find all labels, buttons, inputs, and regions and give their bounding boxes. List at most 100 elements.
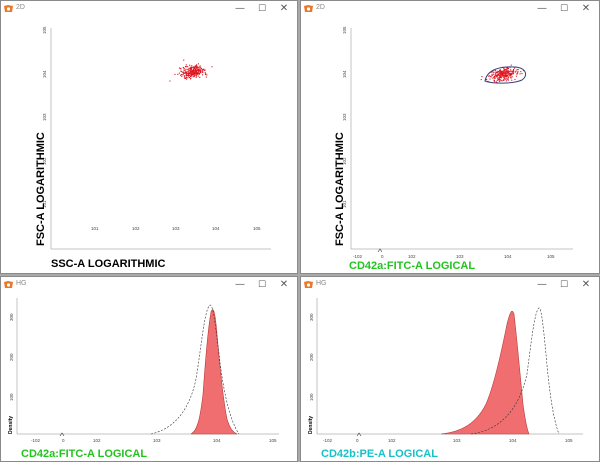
event-dot — [505, 70, 507, 72]
close-button[interactable]: ✕ — [279, 279, 289, 290]
event-dot — [489, 78, 491, 80]
event-dot — [505, 74, 507, 76]
event-dot — [517, 69, 519, 71]
maximize-button[interactable]: ☐ — [257, 280, 267, 290]
event-dot — [188, 74, 190, 76]
event-dot — [180, 67, 182, 69]
x-tick-labels: -102 0 102 103 104 105 — [31, 438, 277, 443]
event-dot — [508, 72, 510, 74]
plot-window-ssc-fsc[interactable]: 2D — ☐ ✕ 105 104 103 102 101 101 102 103… — [0, 0, 298, 274]
histogram-area[interactable]: 300 200 100 Density -102 0 102 103 104 1… — [301, 294, 599, 462]
event-dot — [497, 77, 499, 79]
event-dot — [192, 71, 194, 73]
histogram-window-cd42b[interactable]: HG — ☐ ✕ 300 200 100 Density -102 0 102 … — [300, 276, 600, 462]
title-bar[interactable]: HG — ☐ ✕ — [1, 277, 297, 294]
y-tick-labels: 300 200 100 — [9, 313, 14, 401]
event-dot — [187, 75, 189, 77]
event-dot — [495, 72, 497, 74]
x-tick-label: 105 — [565, 438, 573, 443]
zero-marker — [377, 248, 383, 253]
event-dot — [200, 67, 202, 69]
event-dot — [491, 73, 493, 75]
event-dot — [192, 70, 194, 72]
event-dot — [190, 70, 192, 72]
event-dot — [515, 75, 517, 77]
event-dot — [492, 77, 494, 79]
maximize-button[interactable]: ☐ — [559, 280, 569, 290]
x-tick-label: 105 — [547, 254, 555, 259]
event-dot — [501, 75, 503, 77]
event-dot — [495, 76, 497, 78]
minimize-button[interactable]: — — [537, 279, 547, 290]
title-bar[interactable]: 2D — ☐ ✕ — [301, 1, 599, 18]
x-tick-label: 0 — [62, 438, 65, 443]
x-tick-label: 0 — [356, 438, 359, 443]
event-dot — [501, 74, 503, 76]
histogram-area[interactable]: 300 200 100 Density -102 0 102 103 104 1… — [1, 294, 297, 462]
close-button[interactable]: ✕ — [581, 279, 591, 290]
y-axis-label: Density — [308, 416, 314, 434]
close-button[interactable]: ✕ — [279, 3, 289, 14]
event-dot — [500, 73, 502, 75]
event-dot — [195, 69, 197, 71]
close-button[interactable]: ✕ — [581, 3, 591, 14]
gate-outline[interactable] — [484, 66, 527, 84]
event-dot — [494, 70, 496, 72]
event-dot — [499, 69, 501, 71]
event-dot — [191, 70, 193, 72]
event-dot — [178, 67, 180, 69]
event-dot — [491, 71, 493, 73]
title-bar[interactable]: HG — ☐ ✕ — [301, 277, 599, 294]
event-dot — [505, 76, 507, 78]
title-bar[interactable]: 2D — ☐ ✕ — [1, 1, 297, 18]
event-dot — [183, 67, 185, 69]
minimize-button[interactable]: — — [235, 3, 245, 14]
event-dot — [505, 71, 507, 73]
minimize-button[interactable]: — — [537, 3, 547, 14]
event-dot — [480, 79, 482, 81]
y-tick-labels: 105 104 103 102 101 — [42, 26, 47, 208]
event-dot — [199, 71, 201, 73]
y-axis-label: Density — [8, 416, 14, 434]
event-dot — [191, 69, 193, 71]
event-dot — [515, 70, 517, 72]
event-dot — [182, 66, 184, 68]
plot-window-cd42a-fsc[interactable]: 2D — ☐ ✕ 105 104 103 102 101 -102 0 102 … — [300, 0, 600, 274]
minimize-button[interactable]: — — [235, 279, 245, 290]
event-dot — [199, 65, 201, 67]
x-tick-label: 104 — [213, 438, 221, 443]
event-dot — [492, 71, 494, 73]
event-dot — [198, 71, 200, 73]
y-tick-label: 103 — [42, 113, 47, 121]
y-tick-label: 104 — [42, 70, 47, 78]
event-dot — [200, 70, 202, 72]
event-dot — [192, 72, 194, 74]
event-dot — [182, 71, 184, 73]
event-dot — [495, 81, 497, 83]
event-dot — [183, 72, 185, 74]
dot-plot-area[interactable]: 105 104 103 102 101 101 102 103 104 105 … — [1, 18, 297, 273]
event-dot — [501, 72, 503, 74]
event-dot — [184, 70, 186, 72]
y-tick-label: 100 — [9, 393, 14, 401]
event-dot — [190, 74, 192, 76]
event-dot — [496, 74, 498, 76]
x-tick-label: 105 — [253, 226, 261, 231]
event-dot — [485, 79, 487, 81]
event-dot — [198, 72, 200, 74]
maximize-button[interactable]: ☐ — [559, 4, 569, 14]
event-dot — [198, 69, 200, 71]
histogram-window-cd42a[interactable]: HG — ☐ ✕ 300 200 100 Density -102 0 102 … — [0, 276, 298, 462]
x-axis-label: CD42a:FITC-A LOGICAL — [349, 260, 475, 272]
event-dot — [189, 70, 191, 72]
event-dot — [191, 67, 193, 69]
event-dot — [501, 80, 503, 82]
event-dot — [191, 75, 193, 77]
event-dot — [499, 80, 501, 82]
event-dot — [507, 74, 509, 76]
dot-plot-area[interactable]: 105 104 103 102 101 -102 0 102 103 104 1… — [301, 18, 599, 273]
maximize-button[interactable]: ☐ — [257, 4, 267, 14]
event-dot — [522, 70, 524, 72]
event-dot — [204, 69, 206, 71]
event-dot — [507, 72, 509, 74]
